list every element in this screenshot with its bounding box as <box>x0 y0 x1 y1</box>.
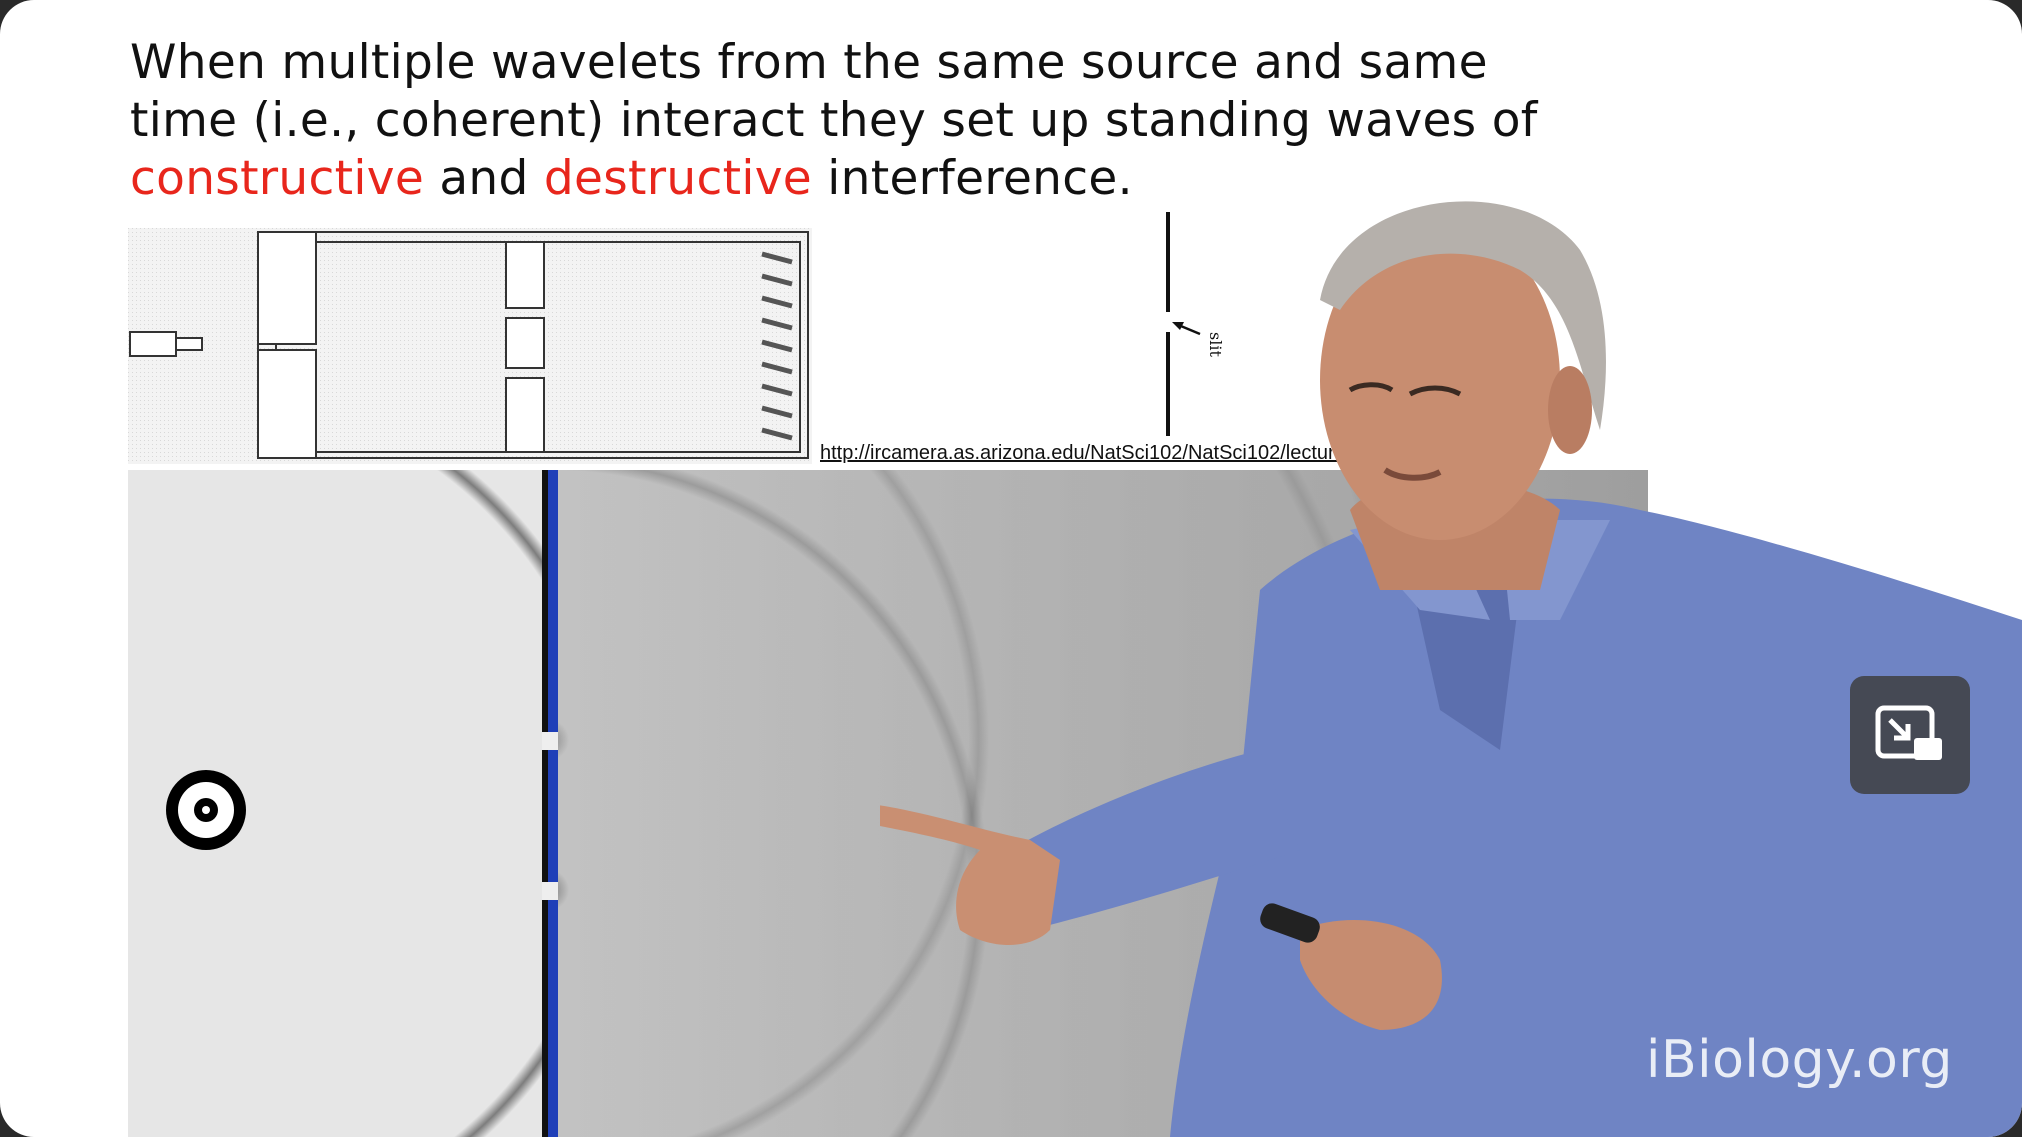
ripple-tank-diagram <box>128 228 812 464</box>
title-end: interference. <box>812 151 1133 206</box>
title-text: When multiple wavelets from the same sou… <box>130 35 1538 148</box>
slide-title: When multiple wavelets from the same sou… <box>130 34 1600 208</box>
wave-source-marker <box>166 770 246 850</box>
source-url-link[interactable]: http://ircamera.as.arizona.edu/NatSci102… <box>820 442 1437 464</box>
light-source-icon <box>129 331 203 357</box>
presenter <box>880 201 2022 1137</box>
double-slit-barrier <box>542 470 558 1137</box>
ibiology-watermark: iBiology.org <box>1646 1030 1953 1090</box>
slit-diagram: slit <box>1166 212 1225 436</box>
slit-label: slit <box>1206 332 1225 357</box>
fringe-pattern <box>761 251 793 441</box>
title-constructive: constructive <box>130 151 425 206</box>
title-destructive: destructive <box>543 151 813 206</box>
exit-picture-in-picture-icon <box>1875 705 1942 760</box>
exit-pip-button[interactable] <box>1850 676 1970 794</box>
title-and: and <box>424 151 544 206</box>
